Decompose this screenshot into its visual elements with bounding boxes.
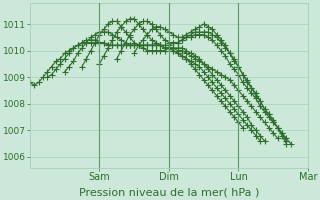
X-axis label: Pression niveau de la mer( hPa ): Pression niveau de la mer( hPa ) (79, 187, 259, 197)
